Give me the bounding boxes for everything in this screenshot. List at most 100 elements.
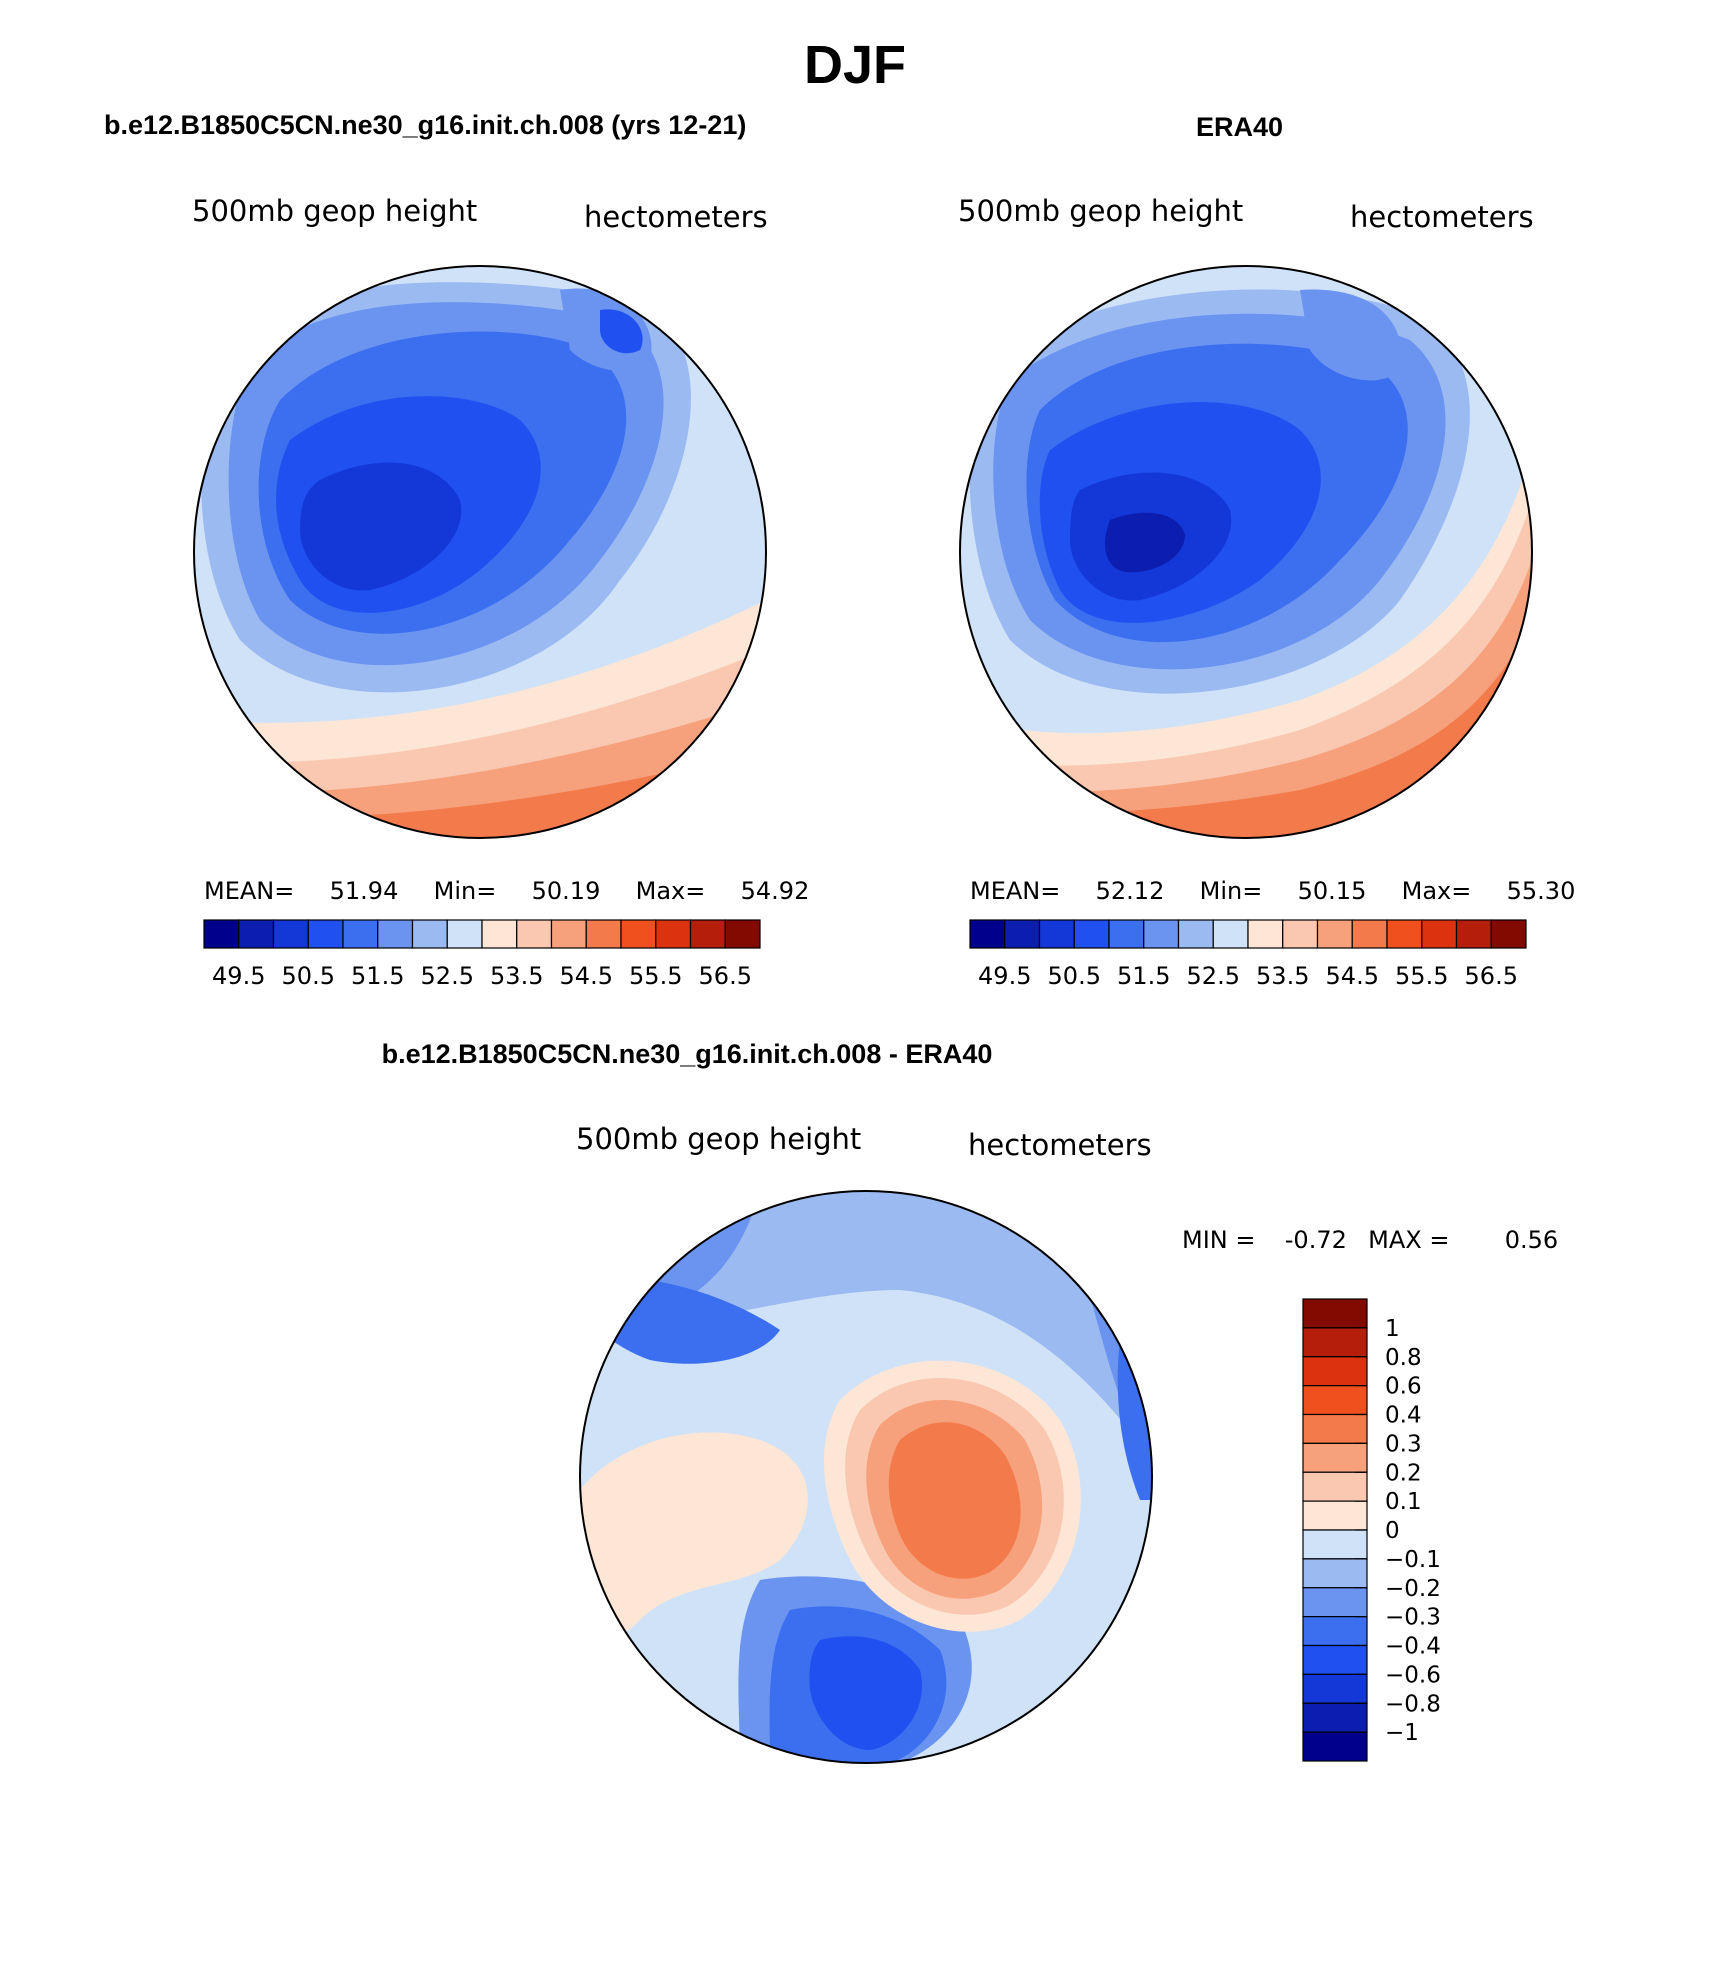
- max-label: Max=: [1401, 877, 1472, 905]
- colorbar-tick-label: 55.5: [1395, 962, 1448, 990]
- colorbar-cell: [1004, 919, 1041, 949]
- colorbar-tick-label: 0.6: [1385, 1374, 1422, 1400]
- colorbar-tick-label: 53.5: [1256, 962, 1309, 990]
- colorbar-cell: [1455, 919, 1492, 949]
- colorbar-tick-label: 52.5: [421, 962, 474, 990]
- panel-1-variable: 500mb geop height: [192, 194, 478, 228]
- figure-title: DJF: [803, 35, 906, 95]
- colorbar-cell: [1302, 1356, 1368, 1387]
- colorbar-cell: [1421, 919, 1458, 949]
- min-label: MIN =: [1182, 1226, 1256, 1254]
- colorbar-cell: [1351, 919, 1388, 949]
- colorbar-cell: [1302, 1529, 1368, 1560]
- colorbar-cell: [1302, 1702, 1368, 1733]
- colorbar-cell: [1302, 1558, 1368, 1589]
- colorbar-cell: [1490, 919, 1527, 949]
- panel-2-colorbar: 49.5 50.5 51.5 52.5 53.5 54.5 55.5 56.5: [969, 919, 1527, 990]
- colorbar-cell: [1302, 1413, 1368, 1444]
- colorbar-cell: [1302, 1673, 1368, 1704]
- colorbar-tick-label: −0.4: [1385, 1634, 1441, 1660]
- colorbar-cell: [481, 919, 518, 949]
- min-value: 50.19: [531, 877, 601, 905]
- panel-1-units: hectometers: [584, 200, 768, 234]
- colorbar-tick-label: 0.3: [1385, 1431, 1422, 1457]
- min-label: Min=: [1199, 877, 1263, 905]
- max-label: Max=: [635, 877, 706, 905]
- colorbar-cell: [1316, 919, 1353, 949]
- colorbar-cell: [342, 919, 379, 949]
- colorbar-cell: [1302, 1298, 1368, 1329]
- colorbar-cell: [307, 919, 344, 949]
- colorbar-cell: [377, 919, 414, 949]
- colorbar-tick-label: 0.4: [1385, 1403, 1422, 1429]
- colorbar-cell: [1302, 1442, 1368, 1473]
- colorbar-tick-label: 54.5: [560, 962, 613, 990]
- mean-value: 51.94: [329, 877, 399, 905]
- colorbar-cell: [238, 919, 275, 949]
- colorbar-tick-label: −0.1: [1385, 1547, 1441, 1573]
- colorbar-tick-label: 49.5: [212, 962, 265, 990]
- panel-3-stats: MIN = -0.72 MAX = 0.56: [1182, 1226, 1558, 1254]
- colorbar-cell: [203, 919, 240, 949]
- panel-3-variable: 500mb geop height: [576, 1122, 862, 1156]
- colorbar-cell: [1177, 919, 1214, 949]
- colorbar-cell: [1302, 1644, 1368, 1675]
- min-value: 50.15: [1297, 877, 1367, 905]
- colorbar-cell: [1038, 919, 1075, 949]
- colorbar-tick-label: 0.2: [1385, 1460, 1422, 1486]
- min-label: Min=: [433, 877, 497, 905]
- min-value: -0.72: [1284, 1226, 1347, 1254]
- colorbar-cell: [1302, 1327, 1368, 1358]
- panel-3-units: hectometers: [968, 1128, 1152, 1162]
- panel-3-map: [579, 1190, 1153, 1764]
- colorbar-tick-label: 49.5: [978, 962, 1031, 990]
- colorbar-tick-label: −0.3: [1385, 1605, 1441, 1631]
- colorbar-cell: [1302, 1731, 1368, 1762]
- panel-3-header: b.e12.B1850C5CN.ne30_g16.init.ch.008 - E…: [381, 1039, 993, 1069]
- colorbar-tick-label: 0.1: [1385, 1489, 1422, 1515]
- colorbar-tick-label: 56.5: [1465, 962, 1518, 990]
- colorbar-cell: [1302, 1616, 1368, 1647]
- colorbar-cell: [1302, 1385, 1368, 1416]
- colorbar-cell: [446, 919, 483, 949]
- colorbar-cell: [1302, 1471, 1368, 1502]
- panel-1-colorbar: 49.5 50.5 51.5 52.5 53.5 54.5 55.5 56.5: [203, 919, 761, 990]
- panel-1-header: b.e12.B1850C5CN.ne30_g16.init.ch.008 (yr…: [104, 110, 747, 140]
- panel-1-map: [193, 265, 767, 850]
- colorbar-cell: [1386, 919, 1423, 949]
- colorbar-tick-label: 54.5: [1326, 962, 1379, 990]
- panel-2-variable: 500mb geop height: [958, 194, 1244, 228]
- panel-3-colorbar: 1 0.8 0.6 0.40.3 0.2 0.1 0 −0.1 −0.2 −0.3 −0.4−0.6…: [1302, 1298, 1441, 1762]
- colorbar-tick-label: 51.5: [351, 962, 404, 990]
- colorbar-cell: [1212, 919, 1249, 949]
- panel-2-map: [959, 265, 1533, 839]
- colorbar-tick-label: 1: [1385, 1316, 1400, 1342]
- panel-1-stats: MEAN= 51.94 Min= 50.19 Max= 54.92: [204, 877, 809, 905]
- colorbar-cell: [516, 919, 553, 949]
- colorbar-cell: [689, 919, 726, 949]
- max-value: 54.92: [740, 877, 810, 905]
- colorbar-tick-label: −0.2: [1385, 1576, 1441, 1602]
- max-value: 0.56: [1504, 1226, 1559, 1254]
- colorbar-cell: [411, 919, 448, 949]
- colorbar-cell: [1302, 1587, 1368, 1618]
- colorbar-tick-label: 0.8: [1385, 1345, 1422, 1371]
- colorbar-tick-label: 55.5: [629, 962, 682, 990]
- max-label: MAX =: [1368, 1226, 1450, 1254]
- colorbar-cell: [1247, 919, 1284, 949]
- colorbar-cell: [969, 919, 1006, 949]
- colorbar-tick-label: 56.5: [699, 962, 752, 990]
- panel-2-stats: MEAN= 52.12 Min= 50.15 Max= 55.30: [970, 877, 1575, 905]
- colorbar-tick-label: 53.5: [490, 962, 543, 990]
- colorbar-tick-label: 0: [1385, 1518, 1400, 1544]
- colorbar-tick-label: 50.5: [1048, 962, 1101, 990]
- mean-label: MEAN=: [204, 877, 295, 905]
- colorbar-tick-label: −1: [1385, 1720, 1419, 1746]
- panel-2-header: ERA40: [1196, 112, 1284, 142]
- colorbar-cell: [1073, 919, 1110, 949]
- colorbar-cell: [1108, 919, 1145, 949]
- colorbar-cell: [1302, 1500, 1368, 1531]
- colorbar-tick-label: 50.5: [282, 962, 335, 990]
- colorbar-cell: [272, 919, 309, 949]
